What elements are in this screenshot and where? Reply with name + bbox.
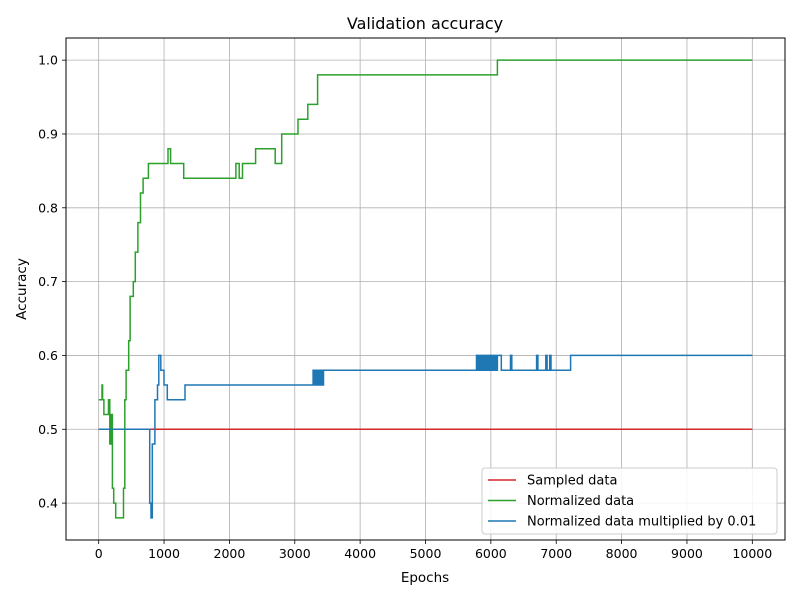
x-tick-label: 3000	[279, 546, 311, 561]
x-tick-label: 9000	[671, 546, 703, 561]
y-tick-label: 0.8	[38, 200, 58, 215]
x-tick-label: 7000	[540, 546, 572, 561]
x-tick-label: 5000	[410, 546, 442, 561]
legend-label-1: Normalized data	[527, 494, 634, 509]
series-lines	[98, 59, 753, 519]
y-tick-label: 0.9	[38, 126, 58, 141]
y-tick-label: 0.6	[38, 348, 58, 363]
series-line-2	[98, 354, 753, 519]
grid	[66, 38, 785, 540]
legend-box	[481, 467, 778, 535]
x-tick-label: 4000	[344, 546, 376, 561]
series-line-1	[98, 59, 753, 519]
x-axis-label: Epochs	[401, 570, 449, 586]
x-tick-label: 1000	[148, 546, 180, 561]
x-ticks: 0 1000 2000 3000 4000 5000 6000 7000 8000 9000 100…	[95, 540, 772, 561]
legend-label-2: Normalized data multiplied by 0.01	[527, 515, 756, 530]
chart-title: Validation accuracy	[347, 14, 503, 33]
y-axis-label: Accuracy	[14, 258, 30, 320]
y-ticks: 0.4 0.5 0.6 0.7 0.8 0.9 1.0	[38, 53, 66, 511]
x-tick-label: 2000	[214, 546, 246, 561]
x-tick-label: 8000	[606, 546, 638, 561]
y-tick-label: 0.7	[38, 274, 58, 289]
y-tick-label: 0.5	[38, 422, 58, 437]
x-tick-label: 6000	[475, 546, 507, 561]
y-tick-label: 1.0	[38, 53, 58, 68]
x-tick-label: 0	[95, 546, 103, 561]
legend-label-0: Sampled data	[527, 474, 617, 489]
legend: Sampled data Normalized data Normalized da…	[481, 467, 778, 535]
x-tick-label: 10000	[732, 546, 772, 561]
y-tick-label: 0.4	[38, 496, 58, 511]
